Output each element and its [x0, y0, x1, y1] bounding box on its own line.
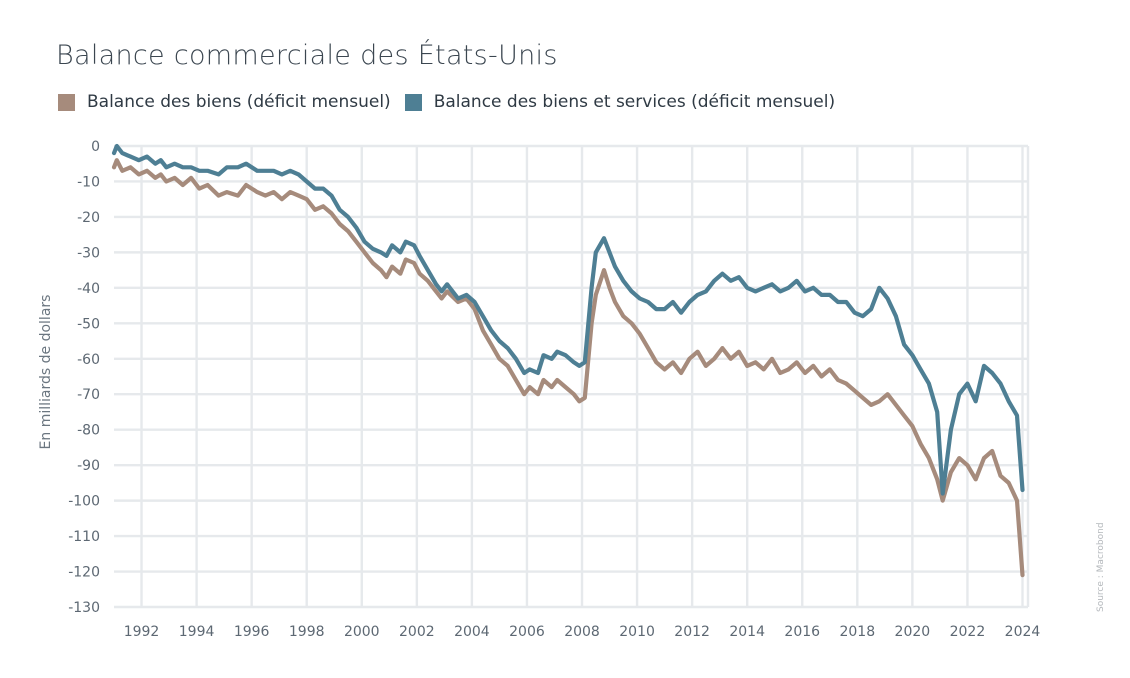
legend-swatch-biens-services — [404, 93, 422, 111]
series-line-biens-services — [111, 143, 1025, 496]
x-tick-label: 2018 — [839, 624, 875, 640]
legend-label-biens-services: Balance des biens et services (déficit m… — [433, 92, 836, 112]
x-tick-label: 2008 — [564, 624, 600, 640]
chart-title: Balance commerciale des États-Unis — [56, 40, 558, 71]
y-tick-label: -20 — [77, 210, 100, 226]
y-tick-label: -80 — [77, 423, 100, 439]
x-tick-label: 2024 — [1005, 624, 1041, 640]
source-note: Source : Macrobond — [1096, 522, 1106, 612]
legend-item-biens: Balance des biens (déficit mensuel) — [58, 92, 391, 112]
y-tick-label: -120 — [68, 565, 100, 581]
y-tick-label: -130 — [68, 600, 100, 616]
y-tick-label: -110 — [68, 529, 100, 545]
legend-swatch-biens — [58, 93, 75, 111]
legend-label-biens: Balance des biens (déficit mensuel) — [87, 92, 391, 112]
y-tick-label: -40 — [77, 281, 100, 297]
y-tick-label: -30 — [77, 245, 100, 261]
y-tick-label: -10 — [77, 174, 100, 190]
x-tick-label: 2012 — [674, 624, 710, 640]
y-tick-label: -70 — [77, 387, 100, 403]
series-line-biens — [111, 158, 1025, 578]
y-tick-label: 0 — [91, 139, 100, 155]
x-tick-label: 2010 — [619, 624, 655, 640]
x-tick-label: 2000 — [344, 624, 380, 640]
x-tick-label: 2006 — [509, 624, 545, 640]
x-tick-label: 1998 — [289, 624, 325, 640]
y-tick-label: -100 — [68, 494, 100, 510]
y-axis-label: En milliards de dollars — [38, 295, 54, 450]
legend-item-biens-services: Balance des biens et services (déficit m… — [404, 92, 836, 112]
y-tick-label: -50 — [77, 316, 100, 332]
x-tick-label: 2022 — [950, 624, 986, 640]
y-tick-label: -60 — [77, 352, 100, 368]
x-tick-label: 1994 — [179, 624, 215, 640]
chart-legend: Balance des biens (déficit mensuel) Bala… — [58, 92, 849, 112]
x-tick-label: 2020 — [895, 624, 931, 640]
x-tick-label: 1992 — [124, 624, 160, 640]
x-tick-label: 1996 — [234, 624, 270, 640]
x-tick-label: 2004 — [454, 624, 490, 640]
y-tick-label: -90 — [77, 458, 100, 474]
x-tick-label: 2002 — [399, 624, 435, 640]
x-tick-label: 2014 — [729, 624, 765, 640]
x-tick-label: 2016 — [784, 624, 820, 640]
